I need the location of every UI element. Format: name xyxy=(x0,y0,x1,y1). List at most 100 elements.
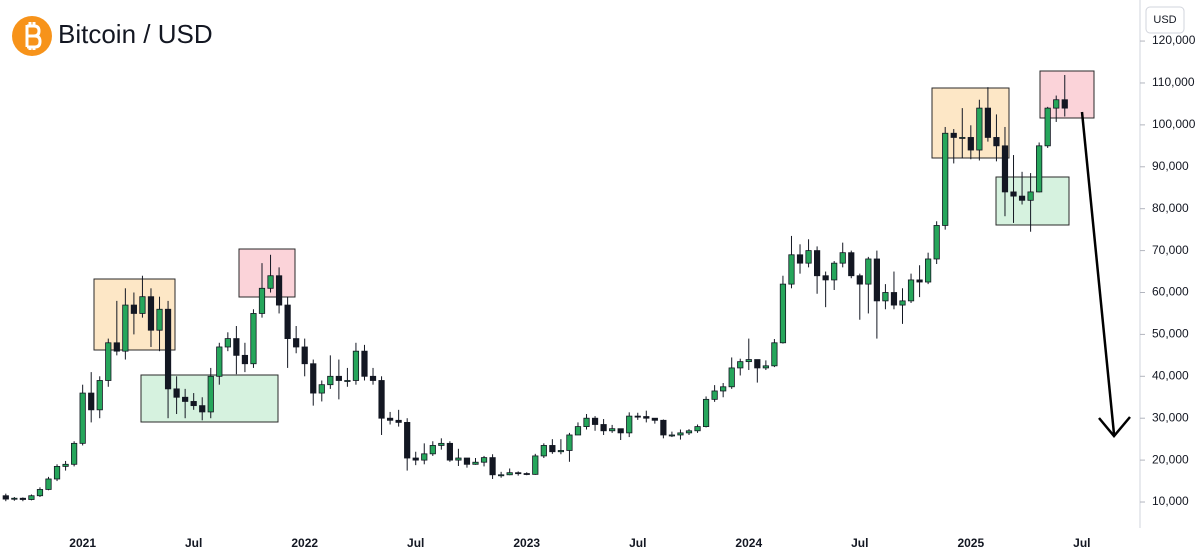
x-tick-label: Jul xyxy=(185,536,202,550)
highlight-box xyxy=(93,278,176,351)
candle-body xyxy=(421,453,428,461)
candle-body xyxy=(335,375,342,381)
candle-body xyxy=(480,457,488,463)
candle-body xyxy=(831,262,838,281)
candle-body xyxy=(301,346,308,365)
candle-body xyxy=(79,392,86,444)
candle-body xyxy=(506,472,513,476)
candle-body xyxy=(907,279,915,302)
candle-body xyxy=(275,275,283,306)
candle-body xyxy=(233,338,240,356)
candle-body xyxy=(677,432,684,436)
candle-body xyxy=(890,292,898,306)
candles xyxy=(2,75,1068,502)
candle-body xyxy=(105,342,112,381)
arrow xyxy=(1080,111,1131,438)
candle-body xyxy=(694,426,701,432)
y-tick-label: 60,000 xyxy=(1152,285,1189,299)
candle-body xyxy=(925,258,932,283)
y-tick-label: 90,000 xyxy=(1152,159,1189,173)
candle-body xyxy=(267,275,274,289)
candle-body xyxy=(62,463,69,467)
candle-body xyxy=(626,415,633,434)
candle-body xyxy=(873,258,880,302)
candle-body xyxy=(839,252,846,264)
candle-body xyxy=(685,430,693,434)
candle-body xyxy=(1061,99,1068,109)
candle-body xyxy=(19,497,26,500)
candle-body xyxy=(429,445,436,455)
candle-body xyxy=(942,132,949,226)
x-tick-label: 2022 xyxy=(291,536,318,550)
candle-body xyxy=(318,384,325,394)
candle-body xyxy=(771,342,778,367)
y-tick-label: 30,000 xyxy=(1152,410,1189,424)
candle-body xyxy=(532,455,539,475)
chart-title: Bitcoin / USD xyxy=(58,19,213,49)
highlight-box xyxy=(995,176,1070,226)
candle-body xyxy=(651,417,658,421)
candle-body xyxy=(386,417,394,421)
candle-body xyxy=(173,388,180,398)
candle-body xyxy=(182,396,189,402)
candle-body xyxy=(899,300,906,306)
candle-body xyxy=(45,478,52,490)
candle-body xyxy=(250,313,257,365)
highlight-box xyxy=(238,248,296,298)
candle-body xyxy=(472,461,479,465)
candle-body xyxy=(600,424,607,432)
candle-body xyxy=(754,359,761,369)
candle-body xyxy=(609,428,616,432)
candle-body xyxy=(737,361,744,369)
candle-body xyxy=(814,250,821,277)
candle-body xyxy=(241,354,249,365)
y-tick-label: 10,000 xyxy=(1152,494,1189,508)
candle-body xyxy=(284,304,291,339)
candle-body xyxy=(498,474,505,477)
candle-body xyxy=(369,375,377,381)
candle-body xyxy=(728,367,735,388)
candle-body xyxy=(1036,145,1043,193)
logo-symbol xyxy=(25,22,42,50)
candle-body xyxy=(310,363,317,394)
candle-body xyxy=(557,450,565,453)
logo xyxy=(12,16,52,56)
candle-body xyxy=(805,250,812,264)
candle-body xyxy=(53,465,61,480)
x-tick-label: 2025 xyxy=(957,536,984,550)
candle-body xyxy=(702,398,710,427)
x-tick-label: Jul xyxy=(407,536,424,550)
candle-body xyxy=(566,434,573,451)
y-tick-label: 50,000 xyxy=(1152,327,1189,341)
candle-body xyxy=(36,489,44,497)
candle-body xyxy=(762,365,769,369)
candle-body xyxy=(216,346,223,377)
candle-body xyxy=(856,275,863,285)
candle-body xyxy=(779,283,787,344)
candle-body xyxy=(822,275,829,281)
candle-body xyxy=(293,338,300,348)
x-tick-label: 2021 xyxy=(69,536,96,550)
y-tick-label: 110,000 xyxy=(1152,75,1195,89)
candle-body xyxy=(139,296,146,314)
candle-body xyxy=(156,308,163,331)
candle-body xyxy=(796,254,804,264)
candle-body xyxy=(993,137,1000,147)
candle-body xyxy=(28,495,35,500)
candle-body xyxy=(199,405,206,413)
y-tick-label: 20,000 xyxy=(1152,452,1189,466)
candle-body xyxy=(1010,191,1017,197)
highlight-boxes xyxy=(93,70,1095,423)
candle-body xyxy=(1001,145,1009,193)
candle-body xyxy=(976,107,983,151)
candle-body xyxy=(1044,107,1051,147)
candle-body xyxy=(207,375,214,413)
candle-body xyxy=(788,254,795,285)
candle-body xyxy=(583,417,590,427)
candle-body xyxy=(147,296,155,331)
candle-body xyxy=(882,292,889,302)
y-tick-label: 100,000 xyxy=(1152,117,1196,131)
candle-body xyxy=(190,401,197,407)
candle-body xyxy=(489,457,496,476)
